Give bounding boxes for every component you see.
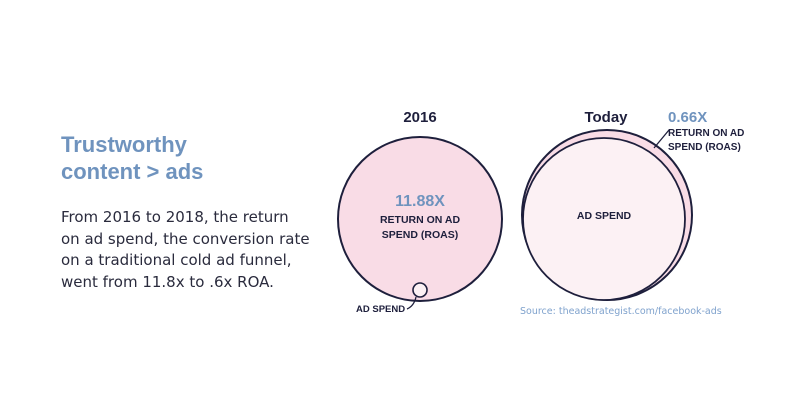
left-roas-label-line-2: SPEND (ROAS) [382, 229, 458, 241]
description-paragraph: From 2016 to 2018, the return on ad spen… [61, 207, 331, 293]
right-roas-value: 0.66X [668, 109, 707, 126]
description-line-3: on a traditional cold ad funnel, [61, 251, 292, 269]
source-citation: Source: theadstrategist.com/facebook-ads [520, 306, 722, 317]
headline-line-2: content > ads [61, 159, 204, 184]
left-roas-label-line-1: RETURN ON AD [380, 214, 461, 226]
description-line-4: went from 11.8x to .6x ROA. [61, 272, 274, 291]
right-roas-leader-line [653, 129, 670, 149]
right-roas-label-line-2: SPEND (ROAS) [668, 142, 741, 153]
right-ad-spend-label: AD SPEND [577, 210, 632, 222]
headline: Trustworthy content > ads [61, 131, 301, 185]
left-year-label: 2016 [403, 109, 436, 126]
left-roas-value: 11.88X [395, 193, 445, 210]
description-line-1: From 2016 to 2018, the return [61, 208, 289, 226]
left-ad-spend-circle [412, 282, 428, 298]
left-ad-spend-label: AD SPEND [356, 304, 405, 315]
headline-line-1: Trustworthy [61, 132, 187, 157]
description-line-2: on ad spend, the conversion rate [61, 229, 310, 248]
left-roas-circle [337, 136, 503, 302]
right-ad-spend-circle [522, 137, 686, 301]
right-year-label: Today [584, 109, 628, 126]
right-roas-label-line-1: RETURN ON AD [668, 128, 744, 139]
left-ad-spend-leader-line [406, 296, 417, 310]
